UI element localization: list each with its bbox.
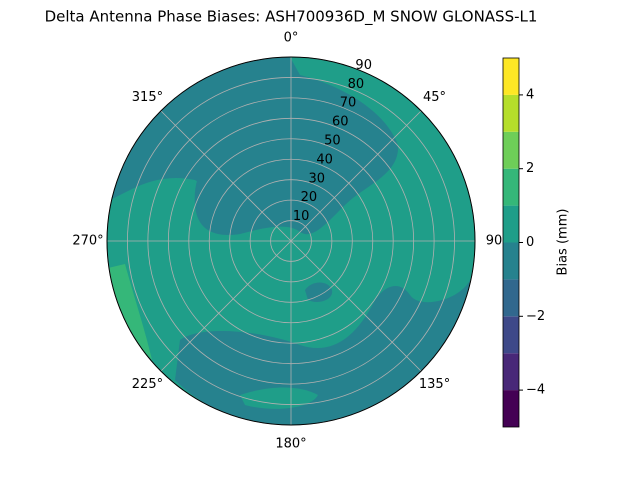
colorbar-tick-label: −2 xyxy=(526,309,545,324)
theta-tick-label: 180° xyxy=(275,437,306,452)
colorbar-band xyxy=(503,205,519,243)
grid-spoke xyxy=(290,110,422,242)
colorbar-label: Bias (mm) xyxy=(556,209,571,276)
colorbar-tick-label: 2 xyxy=(526,161,534,176)
colorbar-tick-label: 0 xyxy=(526,235,534,250)
colorbar-band xyxy=(503,168,519,206)
contour-region xyxy=(107,264,152,360)
colorbar-tick-label: 4 xyxy=(526,87,534,102)
colorbar-band xyxy=(503,316,519,354)
theta-tick-label: 0° xyxy=(284,31,299,46)
r-tick-label: 10 xyxy=(293,209,310,224)
r-tick-label: 50 xyxy=(324,134,341,149)
r-tick-label: 30 xyxy=(308,171,325,186)
r-tick-label: 40 xyxy=(316,152,333,167)
grid-spoke xyxy=(160,240,292,372)
colorbar-band xyxy=(503,131,519,169)
theta-tick-label: 45° xyxy=(423,90,446,105)
r-tick-label: 80 xyxy=(348,77,365,92)
r-tick-label: 60 xyxy=(332,115,349,130)
theta-tick-label: 315° xyxy=(132,90,163,105)
grid xyxy=(106,56,476,426)
contour-region xyxy=(305,282,333,302)
theta-tick-label: 90 xyxy=(486,234,503,249)
grid-spoke xyxy=(160,110,292,242)
r-tick-label: 90 xyxy=(355,58,372,73)
colorbar-tick-label: −4 xyxy=(526,383,545,398)
colorbar-band xyxy=(503,94,519,132)
polar-spine xyxy=(106,56,476,426)
colorbar-band xyxy=(503,242,519,280)
colorbar-band xyxy=(503,58,519,95)
theta-tick-label: 270° xyxy=(72,234,103,249)
contour-region xyxy=(240,387,318,409)
theta-tick-label: 135° xyxy=(419,377,450,392)
colorbar-band xyxy=(503,353,519,391)
colorbar-band xyxy=(503,279,519,317)
r-tick-label: 70 xyxy=(340,96,357,111)
colorbar-band xyxy=(503,390,519,427)
theta-tick-label: 225° xyxy=(132,377,163,392)
grid-spoke xyxy=(290,240,422,372)
chart-title: Delta Antenna Phase Biases: ASH700936D_M… xyxy=(45,8,538,27)
r-tick-label: 20 xyxy=(301,190,318,205)
